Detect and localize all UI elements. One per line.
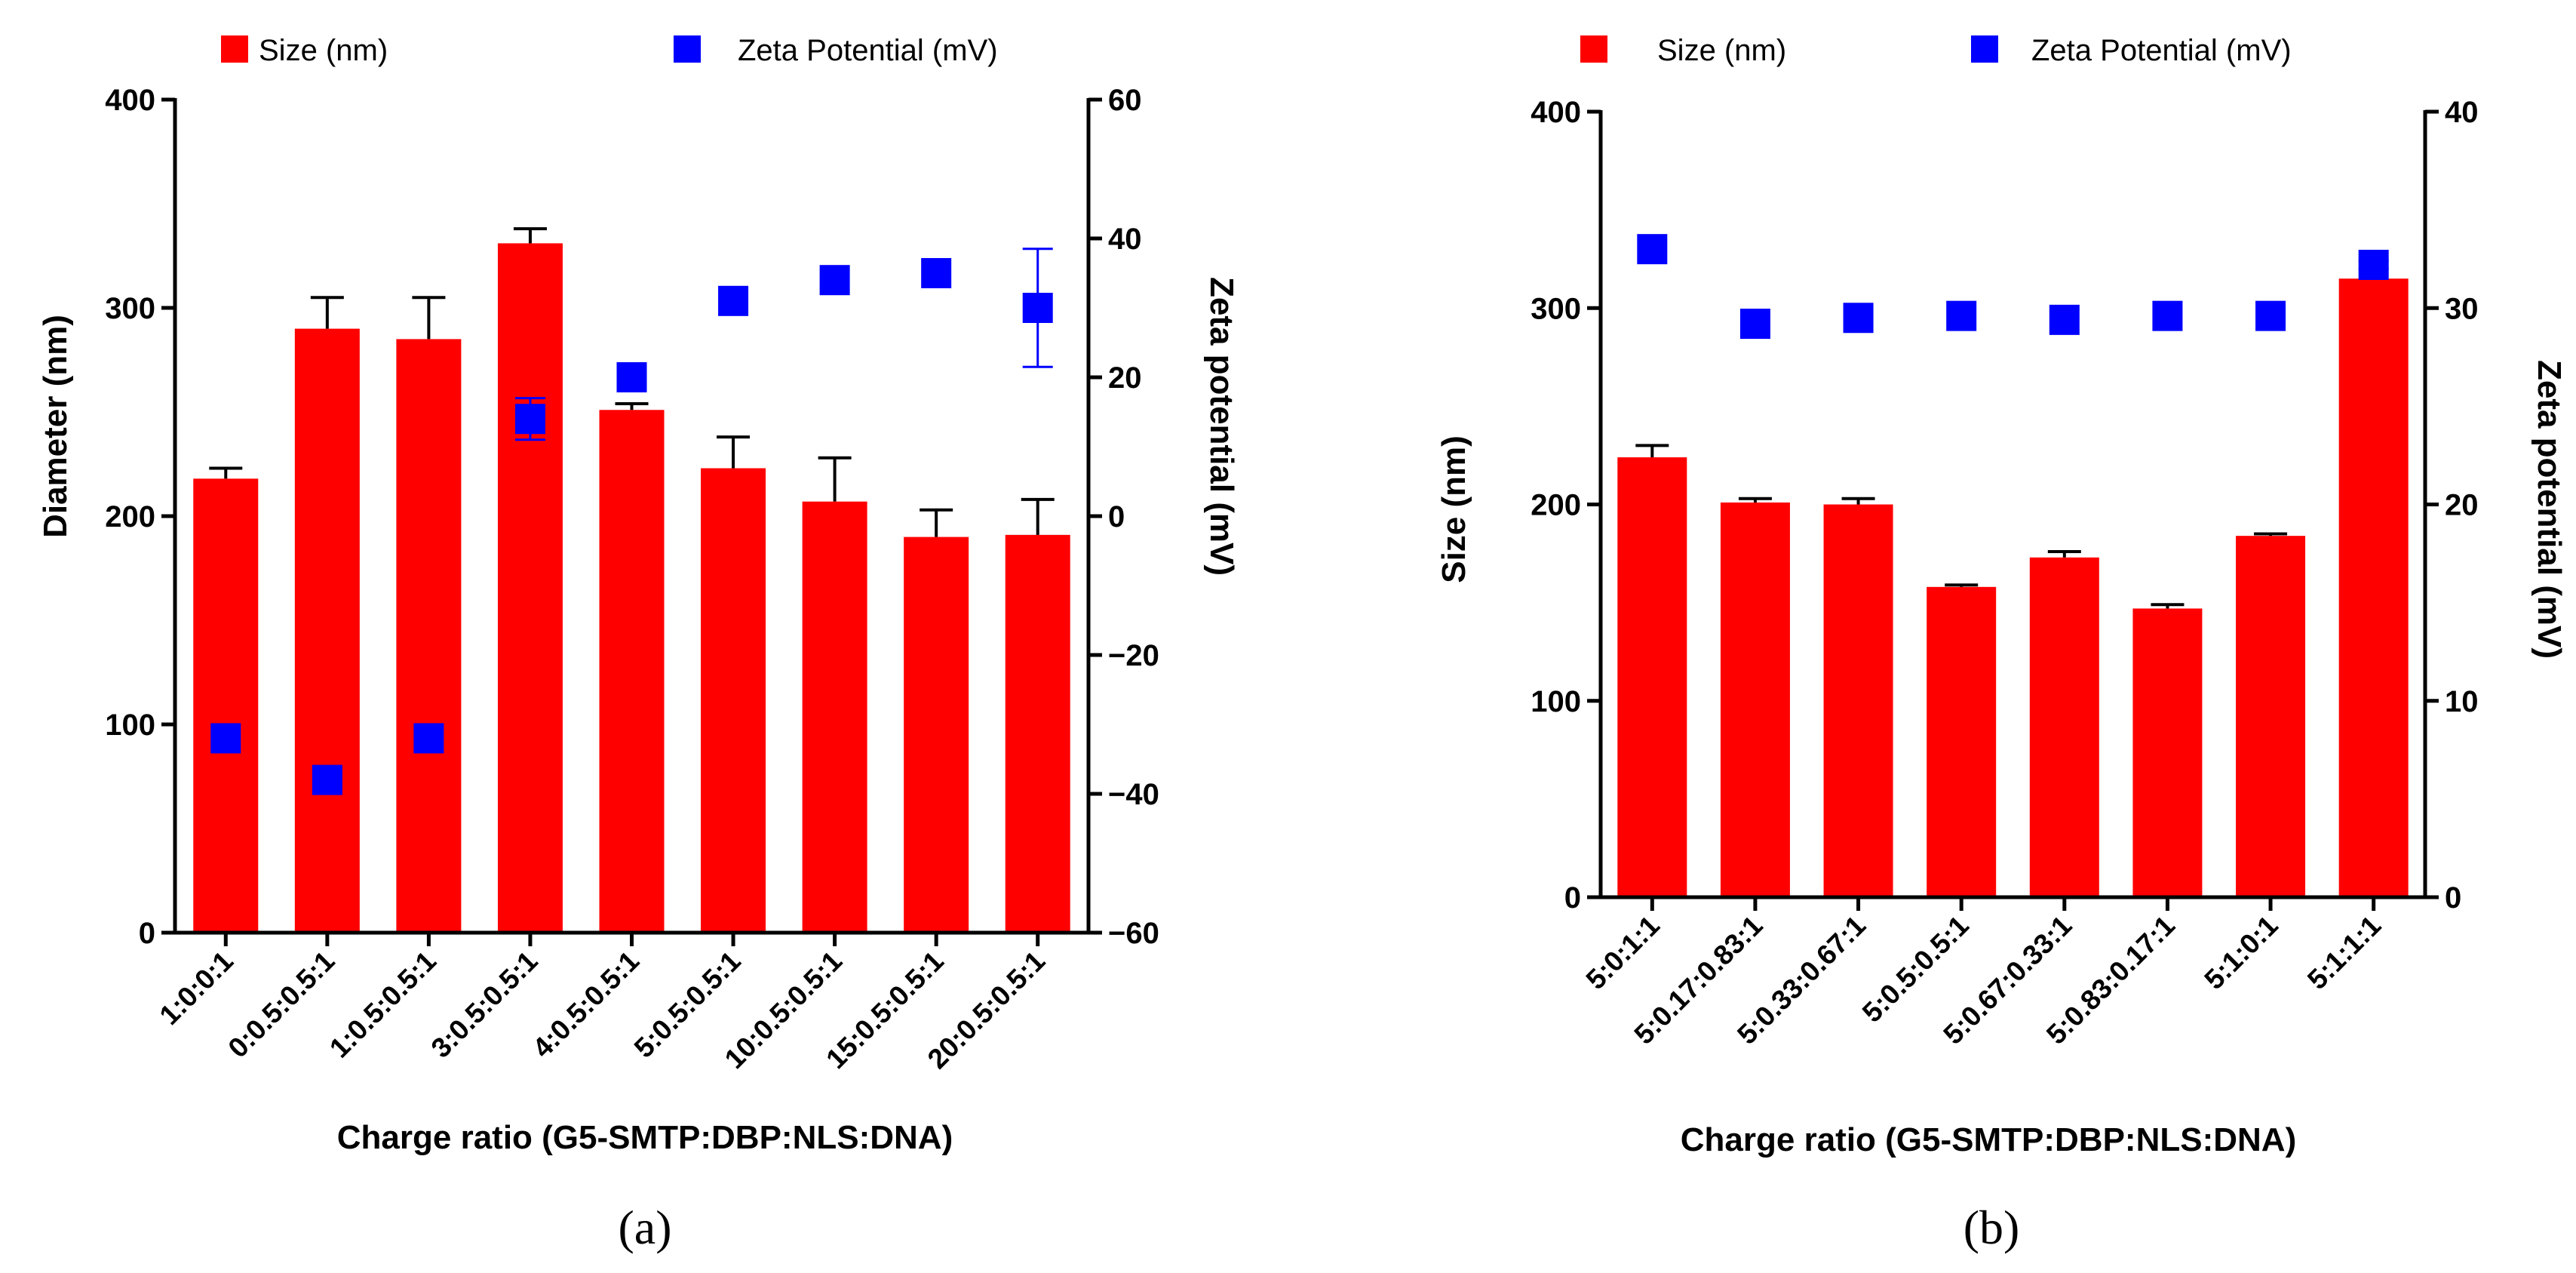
x-tick-label-0: 5:0:1:1 — [1580, 910, 1666, 995]
bar-0 — [193, 478, 259, 933]
bar-6 — [802, 501, 867, 933]
y-tick-label-4: 400 — [105, 84, 155, 117]
bar-3 — [1927, 586, 1997, 897]
y2-tick-label-2: −20 — [1108, 639, 1159, 672]
x-tick-label-4: 4:0.5:0.5:1 — [527, 946, 645, 1064]
zeta-point-1 — [1739, 309, 1770, 340]
y-tick-label-4: 400 — [1531, 96, 1581, 129]
y-tick-label-2: 200 — [1531, 489, 1581, 522]
y2-axis-title-a: Zeta potential (mV) — [1203, 277, 1240, 576]
zeta-point-8 — [1022, 293, 1053, 323]
x-axis-title-a: Charge ratio (G5-SMTP:DBP:NLS:DNA) — [337, 1119, 953, 1156]
bar-8 — [1005, 534, 1070, 933]
zeta-point-6 — [819, 265, 850, 296]
y2-tick-label-0: 0 — [2445, 881, 2461, 915]
y-axis-title-b: Size (nm) — [1435, 435, 1472, 583]
x-tick-label-3: 3:0.5:0.5:1 — [425, 946, 544, 1064]
chart-panel-b: Size (nm) Zeta Potential (mV) 0100200300… — [1435, 34, 2568, 1254]
bar-7 — [2338, 278, 2409, 897]
x-tick-label-2: 1:0.5:0.5:1 — [324, 946, 442, 1064]
bar-3 — [497, 243, 563, 933]
y2-tick-label-6: 60 — [1108, 84, 1142, 117]
y-tick-label-2: 200 — [105, 500, 155, 533]
x-tick-label-0: 1:0:0:1 — [154, 946, 239, 1031]
zeta-point-6 — [2255, 300, 2286, 331]
zeta-point-4 — [616, 362, 647, 392]
y-tick-label-3: 300 — [1531, 292, 1581, 325]
legend-label-size: Size (nm) — [259, 34, 388, 67]
y-tick-label-0: 0 — [1564, 881, 1581, 915]
x-tick-label-1: 0:0.5:0.5:1 — [223, 946, 341, 1064]
y2-tick-label-4: 40 — [2445, 96, 2479, 129]
legend-swatch-size — [221, 35, 248, 63]
panel-label-b: (b) — [1963, 1201, 2020, 1254]
y2-tick-label-1: 10 — [2445, 685, 2479, 718]
legend-label-size: Size (nm) — [1657, 34, 1786, 67]
bar-2 — [396, 339, 462, 933]
bar-6 — [2236, 536, 2306, 897]
y2-axis-title-b: Zeta potential (mV) — [2531, 360, 2568, 659]
chart-panel-a: Size (nm) Zeta Potential (mV) 0100200300… — [37, 34, 1240, 1254]
x-tick-label-6: 5:1:0:1 — [2198, 910, 2283, 995]
zeta-point-2 — [413, 723, 444, 754]
zeta-point-4 — [2049, 304, 2080, 335]
zeta-point-5 — [2152, 300, 2183, 331]
y2-tick-label-3: 30 — [2445, 292, 2479, 325]
zeta-point-2 — [1843, 303, 1874, 334]
bar-1 — [1720, 502, 1790, 897]
y-tick-label-3: 300 — [105, 292, 155, 325]
zeta-point-1 — [312, 764, 342, 795]
y2-tick-label-4: 20 — [1108, 361, 1142, 395]
zeta-point-7 — [2358, 249, 2389, 280]
legend-swatch-size — [1580, 35, 1607, 63]
y-tick-label-0: 0 — [139, 917, 155, 950]
panel-label-a: (a) — [618, 1201, 671, 1254]
zeta-point-0 — [1637, 234, 1668, 265]
legend-swatch-zeta — [674, 35, 701, 63]
bar-1 — [294, 328, 360, 933]
legend-swatch-zeta — [1971, 35, 1998, 63]
legend-label-zeta: Zeta Potential (mV) — [738, 34, 998, 67]
bar-2 — [1823, 504, 1893, 897]
bar-5 — [2132, 608, 2203, 897]
bar-4 — [599, 410, 665, 933]
y2-tick-label-5: 40 — [1108, 223, 1142, 256]
zeta-point-3 — [1946, 300, 1977, 331]
y-axis-title-a: Diameter (nm) — [37, 315, 74, 538]
y2-tick-label-0: −60 — [1108, 917, 1159, 950]
plot-area-b — [1617, 234, 2409, 897]
bar-5 — [701, 468, 766, 933]
legend-a: Size (nm) Zeta Potential (mV) — [221, 34, 998, 67]
y2-tick-label-1: −40 — [1108, 778, 1159, 811]
plot-area-a — [193, 227, 1070, 933]
zeta-point-0 — [210, 723, 241, 754]
x-axis-title-b: Charge ratio (G5-SMTP:DBP:NLS:DNA) — [1681, 1121, 2296, 1158]
zeta-point-7 — [921, 258, 952, 288]
zeta-point-5 — [718, 285, 749, 316]
y-tick-label-1: 100 — [1531, 685, 1581, 718]
legend-label-zeta: Zeta Potential (mV) — [2031, 34, 2292, 67]
bar-0 — [1617, 457, 1687, 897]
bar-4 — [2029, 557, 2099, 897]
bar-7 — [904, 537, 969, 933]
legend-b: Size (nm) Zeta Potential (mV) — [1580, 34, 2292, 67]
y-tick-label-1: 100 — [105, 709, 155, 742]
y2-tick-label-2: 20 — [2445, 489, 2479, 522]
x-tick-label-7: 5:1:1:1 — [2301, 910, 2387, 995]
y2-tick-label-3: 0 — [1108, 500, 1125, 533]
zeta-point-3 — [514, 404, 545, 435]
